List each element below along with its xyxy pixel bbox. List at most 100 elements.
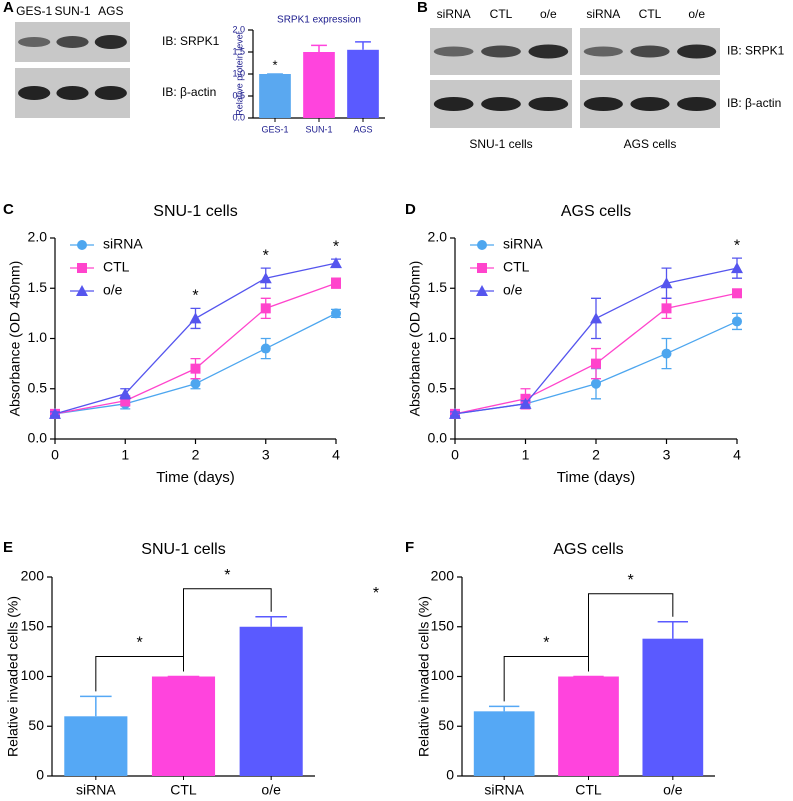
chart-title: AGS cells [553,541,623,558]
row-label: IB: SRPK1 [727,44,785,58]
data-point [591,358,601,369]
y-tick-label: 0.5 [28,379,48,395]
blot-band [481,97,521,111]
blot-band [583,46,623,57]
data-point [330,257,342,269]
blot-band [677,97,717,111]
data-point [590,312,602,324]
y-tick-label: 1.0 [232,68,245,78]
x-tick-label: AGS [353,124,372,134]
data-point [260,303,271,314]
panel-label: E [3,539,13,556]
significance-bracket [588,593,674,672]
panel-label: B [417,0,428,16]
bar [239,626,303,776]
bar [259,74,291,118]
y-axis-label: Relative invaded cells (%) [5,596,21,757]
series-line [54,262,337,415]
y-tick-label: 0.0 [428,430,448,446]
blot-caption: SNU-1 cells [469,137,532,151]
significance-star: * [543,635,549,652]
x-tick-label: 0 [451,447,459,463]
data-point [331,308,341,319]
error-bar [255,616,287,627]
legend-marker [77,240,87,250]
significance-star: * [192,288,198,305]
blot-band [433,46,474,57]
data-point [120,395,131,406]
lane-label: siRNA [437,7,471,21]
x-tick-label: 2 [592,447,600,463]
y-tick-label: 50 [438,717,454,733]
bar [303,52,335,118]
x-tick-label: GES-1 [261,124,288,134]
y-tick-label: 100 [21,667,45,683]
x-axis-label: Time (days) [156,469,235,486]
y-tick-label: 0.0 [232,112,245,122]
data-point [49,407,61,419]
legend-marker [77,263,87,273]
lane-label: o/e [540,7,557,21]
blot-band [528,97,569,111]
data-point [732,288,742,299]
x-tick-label: SUN-1 [305,124,332,134]
y-tick-label: 150 [431,617,455,633]
lane-label: siRNA [586,7,620,21]
legend-label: CTL [503,259,530,275]
blot-band [18,37,51,47]
lane-label: o/e [688,7,705,21]
data-point [189,312,202,324]
data-point [449,407,461,419]
x-tick-label: o/e [261,782,281,798]
error-bar [355,41,371,50]
lane-label: SUN-1 [54,4,90,18]
y-axis-label: Absorbance (OD 450nm) [407,261,423,417]
significance-star: * [224,567,230,584]
bar [151,676,216,776]
legend-marker [476,285,488,296]
legend-marker [76,285,88,296]
y-axis-label: Relative protein level [234,32,244,116]
data-point [119,387,132,399]
significance-star: * [734,237,740,254]
legend-label: siRNA [503,236,543,252]
blot-band [94,86,127,100]
x-tick-label: CTL [575,782,602,798]
blot-band [94,35,127,49]
x-tick-label: 4 [733,447,741,463]
y-tick-label: 1.5 [232,46,245,56]
y-tick-label: 1.5 [28,279,48,295]
bar [558,676,619,776]
legend-label: o/e [103,282,123,298]
legend-marker [477,240,487,250]
blot-band [56,36,89,48]
blot-caption: AGS cells [624,137,677,151]
error-bar [657,621,689,639]
data-point [732,316,742,327]
y-tick-label: 0 [446,767,454,783]
y-tick-label: 0.5 [232,90,245,100]
x-tick-label: 4 [332,447,340,463]
x-tick-label: 3 [663,447,671,463]
significance-bracket [183,588,272,672]
x-axis-label: Time (days) [557,469,636,486]
lane-label: GES-1 [16,4,52,18]
y-tick-label: 100 [431,667,455,683]
error-bar [80,695,112,717]
y-tick-label: 50 [28,717,44,733]
x-tick-label: siRNA [76,782,116,798]
y-tick-label: 1.0 [28,329,48,345]
blot-band [18,86,51,100]
significance-star: * [263,247,269,264]
significance-star: * [333,238,339,255]
data-point [190,363,201,374]
chart-title: SNU-1 cells [141,541,225,558]
y-axis-label: Absorbance (OD 450nm) [7,261,23,417]
row-label: IB: β-actin [727,96,781,110]
y-tick-label: 2.0 [232,24,245,34]
row-label: IB: β-actin [162,85,216,99]
data-point [660,277,673,289]
lane-label: CTL [490,7,513,21]
